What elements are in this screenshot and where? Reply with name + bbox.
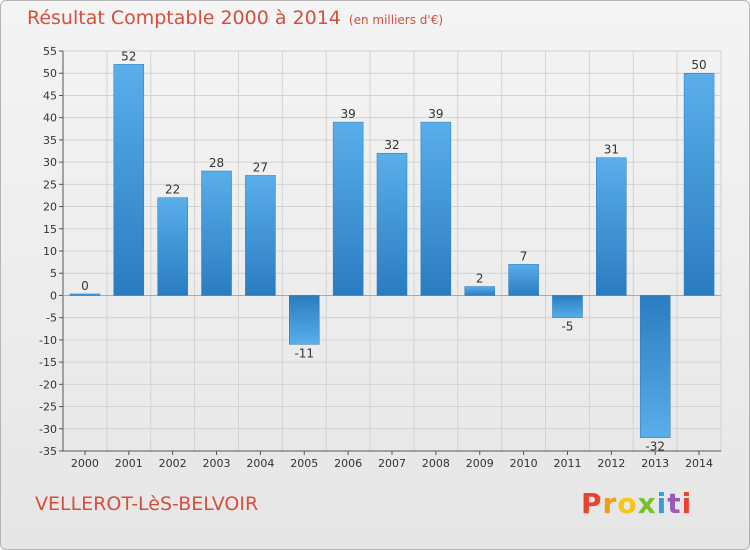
logo-letter: P — [581, 487, 603, 520]
x-tick-label: 2013 — [641, 457, 669, 470]
logo-letter: x — [637, 487, 657, 520]
data-label-2007: 32 — [384, 138, 399, 152]
bar-2011 — [552, 295, 583, 318]
bar-2001 — [113, 64, 145, 296]
x-tick-label: 2014 — [685, 457, 713, 470]
y-tick-label: 25 — [43, 178, 57, 191]
y-tick-label: 50 — [43, 67, 57, 80]
data-label-2003: 28 — [209, 156, 224, 170]
bar-2010 — [508, 264, 539, 296]
logo-letter: r — [602, 487, 618, 520]
data-label-2008: 39 — [428, 107, 443, 121]
y-tick-label: -20 — [39, 378, 57, 391]
data-label-2004: 27 — [253, 160, 268, 174]
y-tick-label: -15 — [39, 356, 57, 369]
data-label-2011: -5 — [561, 320, 573, 334]
y-tick-label: -35 — [39, 445, 57, 458]
y-tick-label: 55 — [43, 45, 57, 58]
bar-2004 — [245, 175, 276, 296]
data-label-2012: 31 — [604, 143, 619, 157]
bar-2002 — [157, 197, 188, 296]
bar-2008 — [420, 121, 452, 296]
logo-letter: o — [617, 487, 638, 520]
logo-letter: i — [656, 487, 668, 520]
x-tick-label: 2012 — [597, 457, 625, 470]
x-tick-label: 2009 — [466, 457, 494, 470]
bar-2006 — [332, 121, 364, 296]
bar-2014 — [683, 72, 715, 296]
data-label-2002: 22 — [165, 183, 180, 197]
data-label-2010: 7 — [520, 249, 528, 263]
y-tick-label: 45 — [43, 89, 57, 102]
y-tick-label: -30 — [39, 423, 57, 436]
data-label-2014: 50 — [691, 58, 706, 72]
data-label-2006: 39 — [340, 107, 355, 121]
y-tick-label: 20 — [43, 201, 57, 214]
data-label-2013: -32 — [645, 440, 665, 454]
x-tick-label: 2001 — [115, 457, 143, 470]
bar-2012 — [596, 157, 627, 296]
data-label-2009: 2 — [476, 272, 484, 286]
y-tick-label: -10 — [39, 334, 57, 347]
y-tick-label: -25 — [39, 401, 57, 414]
bar-2009 — [464, 286, 495, 296]
y-tick-label: 40 — [43, 112, 57, 125]
x-tick-label: 2004 — [246, 457, 274, 470]
y-tick-label: 30 — [43, 156, 57, 169]
logo-letter: t — [667, 487, 682, 520]
x-tick-label: 2006 — [334, 457, 362, 470]
bar-2000 — [69, 293, 101, 296]
y-tick-label: 5 — [50, 267, 57, 280]
x-tick-label: 2011 — [553, 457, 581, 470]
logo-letter: i — [681, 487, 693, 520]
data-label-2001: 52 — [121, 49, 136, 63]
y-tick-label: -5 — [46, 312, 57, 325]
town-name: VELLEROT-LèS-BELVOIR — [35, 493, 259, 515]
bar-2005 — [289, 295, 320, 345]
bar-2003 — [201, 170, 232, 296]
x-tick-label: 2008 — [422, 457, 450, 470]
x-tick-label: 2002 — [159, 457, 187, 470]
x-tick-label: 2003 — [203, 457, 231, 470]
proxiti-logo: Proxiti — [581, 487, 692, 520]
data-label-2005: -11 — [294, 346, 314, 360]
bar-2013 — [639, 295, 671, 438]
chart-title: Résultat Comptable 2000 à 2014 (en millie… — [27, 7, 443, 29]
chart-subtitle: (en milliers d'€) — [348, 13, 444, 27]
y-tick-label: 10 — [43, 245, 57, 258]
x-tick-label: 2005 — [290, 457, 318, 470]
bars — [69, 64, 715, 438]
y-tick-label: 0 — [50, 289, 57, 302]
x-tick-label: 2010 — [510, 457, 538, 470]
y-tick-label: 35 — [43, 134, 57, 147]
y-tick-label: 15 — [43, 223, 57, 236]
chart-title-text: Résultat Comptable 2000 à 2014 — [27, 7, 341, 29]
x-tick-label: 2007 — [378, 457, 406, 470]
x-tick-label: 2000 — [71, 457, 99, 470]
bar-2007 — [376, 152, 408, 296]
data-label-2000: 0 — [81, 279, 89, 293]
